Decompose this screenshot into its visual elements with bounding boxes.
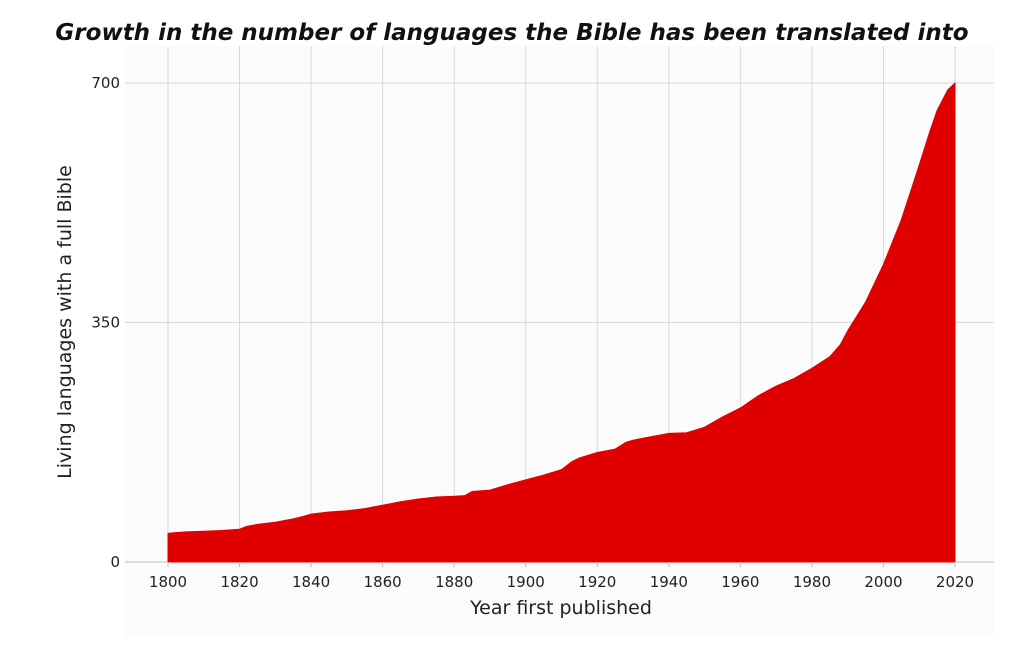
x-tick-label-4: 1880 [435,573,473,591]
x-axis-title: Year first published [469,597,652,619]
x-tick-label-5: 1900 [507,573,545,591]
y-tick-label-0: 0 [110,553,120,571]
x-tick-label-9: 1980 [793,573,831,591]
y-tick-label-1: 350 [91,314,120,332]
y-tick-label-2: 700 [91,74,120,92]
chart-title: Growth in the number of languages the Bi… [55,20,969,46]
series-area [167,81,956,563]
x-tick-label-2: 1840 [292,573,330,591]
x-tick-label-1: 1820 [220,573,258,591]
x-tick-label-11: 2020 [936,573,974,591]
x-tick-label-6: 1920 [578,573,616,591]
x-tick-label-10: 2000 [864,573,902,591]
y-axis-ticks: 0 350 700 [91,74,120,571]
x-tick-label-8: 1960 [721,573,759,591]
y-axis-title: Living languages with a full Bible [54,165,76,479]
x-axis-ticks: 1800 1820 1840 1860 1880 1900 1920 1940 1960 1980… [149,562,974,591]
x-tick-label-3: 1860 [364,573,402,591]
data-series [167,81,956,563]
x-tick-label-0: 1800 [149,573,187,591]
x-tick-label-7: 1940 [650,573,688,591]
